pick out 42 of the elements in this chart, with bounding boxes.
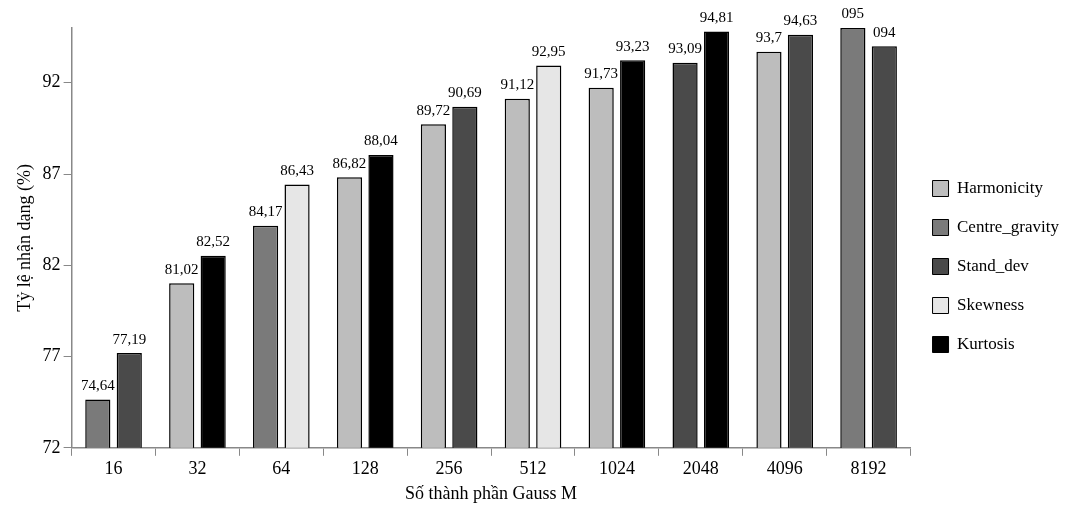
data-label: 89,72 (416, 101, 451, 118)
data-label: 92,95 (531, 42, 566, 59)
x-tick-label: 8192 (850, 458, 887, 479)
data-label: 86,82 (332, 154, 367, 171)
x-tick-label: 128 (351, 458, 379, 479)
data-label: 93,23 (615, 37, 650, 54)
data-label: 81,02 (164, 260, 199, 277)
legend-label: Stand_dev (957, 255, 1030, 275)
x-tick-label: 1024 (598, 458, 635, 479)
x-tick-label: 2048 (682, 458, 719, 479)
data-label: 86,43 (280, 161, 314, 178)
x-tick-label: 32 (188, 458, 207, 479)
legend-label: Harmonicity (957, 177, 1044, 197)
data-label: 84,17 (248, 203, 283, 220)
y-tick-label: 92 (42, 71, 61, 92)
data-label: 91,73 (584, 65, 619, 82)
data-label: 77,19 (112, 330, 147, 347)
data-label: 88,04 (364, 132, 399, 149)
x-tick-label: 64 (272, 458, 291, 479)
x-tick-label: 16 (104, 458, 123, 479)
y-tick-label: 82 (42, 254, 61, 275)
data-label: 74,64 (80, 377, 116, 394)
data-label: 095 (841, 5, 865, 22)
data-label: 91,12 (500, 76, 535, 93)
legend-label: Centre_gravity (957, 216, 1060, 236)
data-label: 94,81 (699, 8, 734, 25)
y-tick-label: 72 (42, 436, 61, 457)
data-label: 94,63 (783, 12, 818, 29)
x-axis-title: Số thành phần Gauss M (405, 482, 578, 503)
data-label: 82,52 (196, 233, 231, 250)
legend-label: Skewness (957, 294, 1025, 314)
data-label: 094 (873, 23, 897, 40)
y-axis-title: Tỷ lệ nhận dạng (%) (13, 163, 35, 312)
data-label: 93,09 (668, 40, 702, 57)
x-tick-label: 4096 (766, 458, 803, 479)
x-tick-label: 256 (435, 458, 463, 479)
data-label: 93,7 (755, 29, 783, 46)
x-tick-label: 512 (519, 458, 547, 479)
y-tick-label: 77 (42, 345, 61, 366)
legend-label: Kurtosis (957, 333, 1015, 353)
data-label: 90,69 (447, 84, 482, 101)
y-tick-label: 87 (42, 162, 61, 183)
